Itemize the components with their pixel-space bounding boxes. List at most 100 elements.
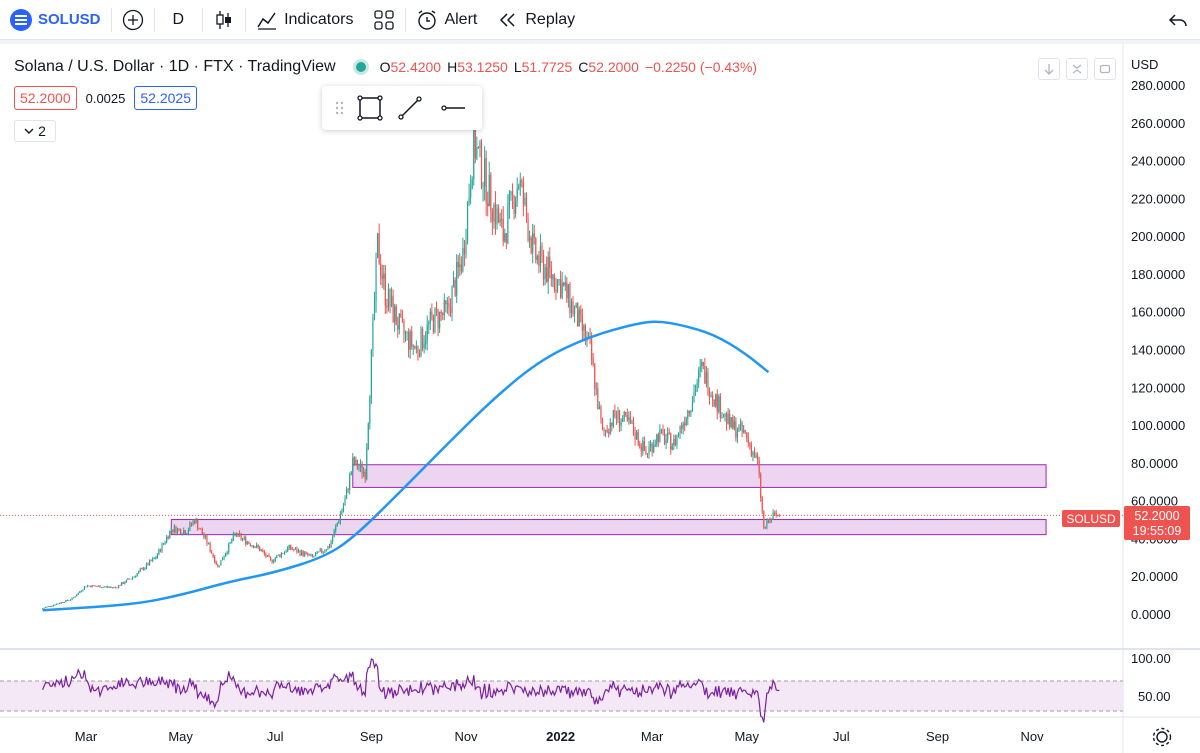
undo-icon[interactable] bbox=[1166, 8, 1190, 32]
candle-body bbox=[259, 547, 261, 552]
candle-body bbox=[183, 530, 185, 534]
candle-body bbox=[113, 587, 115, 588]
candle-body bbox=[437, 310, 439, 328]
candle-body bbox=[141, 568, 143, 570]
compare-button[interactable] bbox=[112, 0, 154, 40]
candle-body bbox=[544, 267, 546, 280]
candle-body bbox=[777, 515, 779, 517]
candle-body bbox=[448, 303, 450, 308]
candle-body bbox=[246, 541, 248, 545]
candle-body bbox=[516, 188, 518, 201]
toolbar-divider bbox=[405, 7, 407, 32]
candle-body bbox=[646, 453, 649, 455]
interval-button[interactable]: D bbox=[155, 0, 203, 40]
buy-price-button[interactable]: 52.2025 bbox=[134, 86, 197, 110]
candle-body bbox=[651, 443, 653, 453]
candle-body bbox=[83, 586, 86, 590]
candle-body bbox=[296, 548, 298, 553]
candle-body bbox=[209, 543, 211, 552]
candle-body bbox=[269, 556, 272, 560]
candle-body bbox=[80, 590, 82, 592]
candle-body bbox=[69, 599, 72, 601]
last-price-tag-bg bbox=[1124, 506, 1190, 540]
candle-body bbox=[192, 520, 194, 525]
horizontal-ray-tool-icon[interactable] bbox=[438, 94, 466, 122]
sell-price-button[interactable]: 52.2000 bbox=[14, 86, 77, 110]
candle-body bbox=[603, 429, 605, 432]
candle-body bbox=[72, 597, 75, 599]
candle-body bbox=[400, 314, 402, 318]
candle-body bbox=[297, 550, 300, 553]
collapse-icon bbox=[1072, 64, 1082, 74]
candle-body bbox=[598, 407, 600, 410]
move-down-button[interactable] bbox=[1038, 58, 1060, 80]
candle-body bbox=[201, 529, 203, 535]
candle-body bbox=[488, 174, 490, 207]
price-chart[interactable]: 0.000020.000040.000060.000080.0000100.00… bbox=[0, 44, 1200, 753]
candle-body bbox=[710, 395, 712, 397]
candle-body bbox=[178, 528, 180, 530]
candle-body bbox=[594, 364, 596, 389]
candle-body bbox=[462, 248, 464, 272]
candle-body bbox=[639, 444, 641, 447]
candle-body bbox=[715, 394, 717, 407]
candle-body bbox=[521, 180, 523, 183]
support-zone[interactable] bbox=[170, 519, 1047, 536]
replay-button[interactable]: Replay bbox=[487, 0, 585, 40]
y-tick-label: 60.0000 bbox=[1131, 494, 1178, 509]
candle-body bbox=[707, 372, 709, 394]
trend-line-tool-icon[interactable] bbox=[396, 94, 424, 122]
candle-body bbox=[578, 309, 580, 327]
candle-body bbox=[119, 585, 121, 587]
candle-body bbox=[618, 410, 621, 427]
candle-body bbox=[204, 536, 207, 538]
toolbar-divider bbox=[202, 7, 204, 32]
candle-body bbox=[428, 322, 430, 325]
candle-body bbox=[367, 423, 369, 450]
candle-body bbox=[249, 543, 252, 546]
chart-type-button[interactable] bbox=[203, 0, 245, 40]
candle-body bbox=[158, 549, 160, 555]
candle-body bbox=[505, 233, 507, 243]
candle-body bbox=[772, 512, 774, 520]
candle-body bbox=[747, 437, 749, 444]
support-zone[interactable] bbox=[352, 464, 1047, 488]
alert-button[interactable]: Alert bbox=[406, 0, 487, 40]
candle-body bbox=[546, 267, 548, 282]
candle-body bbox=[217, 564, 219, 567]
candle-body bbox=[507, 205, 509, 243]
candle-body bbox=[97, 585, 100, 587]
candle-body bbox=[91, 585, 93, 588]
rsi-band bbox=[0, 681, 1123, 711]
candle-body bbox=[105, 586, 107, 588]
rectangle-tool-icon[interactable] bbox=[356, 94, 384, 122]
collapse-indicators-button[interactable]: 2 bbox=[14, 120, 56, 142]
maximize-pane-button[interactable] bbox=[1094, 58, 1116, 80]
layouts-button[interactable] bbox=[363, 0, 405, 40]
candle-body bbox=[392, 295, 394, 322]
candle-body bbox=[750, 445, 752, 456]
candle-body bbox=[398, 314, 400, 330]
candle-body bbox=[583, 325, 585, 331]
candle-body bbox=[124, 582, 126, 584]
candle-body bbox=[133, 576, 135, 578]
candle-body bbox=[193, 520, 196, 524]
candle-body bbox=[155, 557, 157, 559]
candle-body bbox=[341, 510, 343, 515]
candle-body bbox=[581, 314, 583, 331]
collapse-pane-button[interactable] bbox=[1066, 58, 1088, 80]
candle-body bbox=[54, 604, 56, 606]
candle-body bbox=[628, 417, 630, 420]
candle-body bbox=[493, 204, 495, 222]
drag-handle-icon[interactable] bbox=[330, 98, 350, 118]
chart-area[interactable]: 0.000020.000040.000060.000080.0000100.00… bbox=[0, 40, 1200, 753]
indicators-button[interactable]: Indicators bbox=[246, 0, 363, 40]
candle-body bbox=[184, 530, 186, 535]
gear-icon[interactable] bbox=[1152, 727, 1172, 747]
candle-body bbox=[722, 416, 725, 418]
candle-body bbox=[60, 602, 62, 604]
candle-body bbox=[211, 551, 213, 554]
currency-label[interactable]: USD bbox=[1131, 57, 1159, 72]
symbol-search[interactable]: SOLUSD bbox=[0, 0, 111, 40]
candle-body bbox=[662, 429, 664, 434]
